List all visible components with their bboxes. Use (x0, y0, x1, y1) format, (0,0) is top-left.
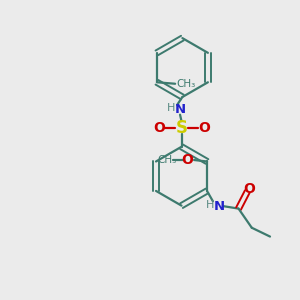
Text: O: O (198, 121, 210, 135)
Text: O: O (181, 153, 193, 167)
Text: N: N (175, 103, 186, 116)
Text: S: S (176, 118, 188, 136)
Text: CH₃: CH₃ (157, 155, 176, 165)
Text: O: O (243, 182, 255, 196)
Text: N: N (214, 200, 225, 213)
Text: CH₃: CH₃ (177, 79, 196, 89)
Text: H: H (167, 103, 175, 113)
Text: O: O (153, 121, 165, 135)
Text: H: H (206, 200, 214, 210)
